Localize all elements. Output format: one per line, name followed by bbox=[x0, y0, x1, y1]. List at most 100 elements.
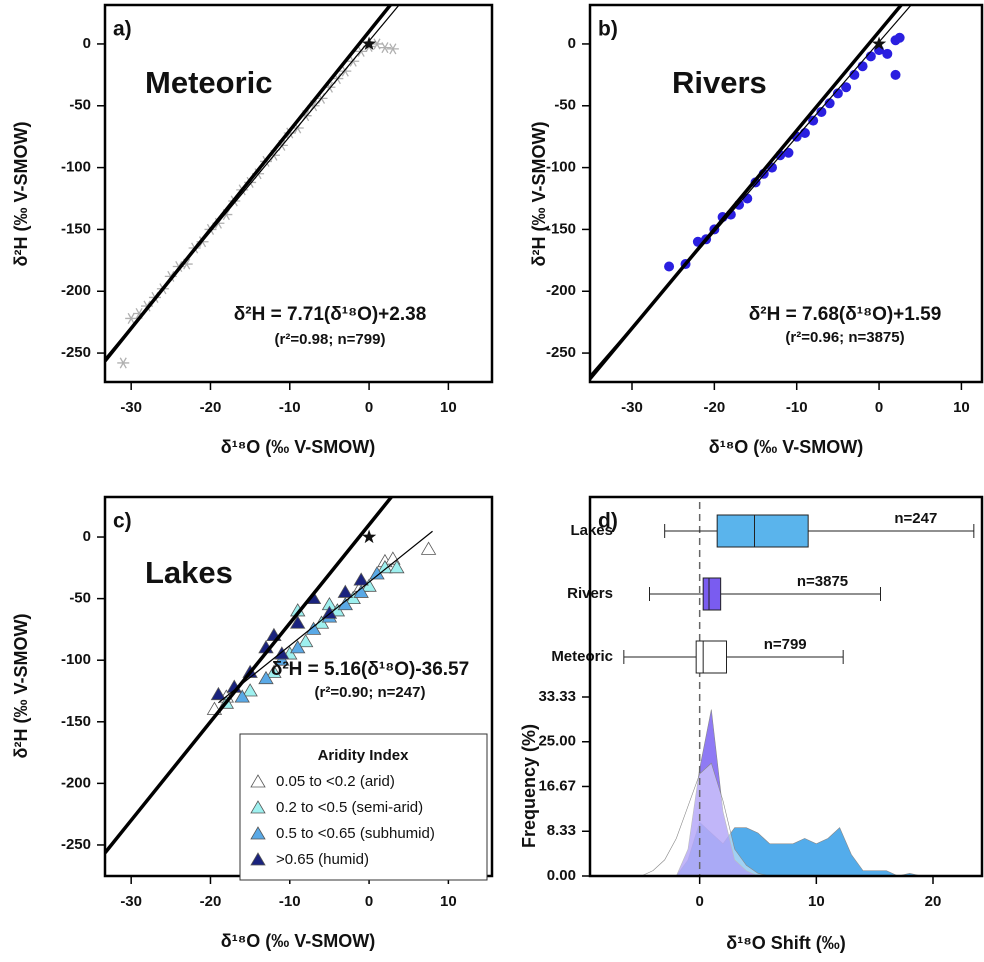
n-label: n=3875 bbox=[797, 573, 848, 590]
density-area bbox=[641, 762, 770, 877]
legend-swatch bbox=[250, 852, 266, 866]
y-tick-label: 8.33 bbox=[547, 822, 576, 839]
n-label: n=247 bbox=[894, 510, 937, 527]
point bbox=[849, 69, 860, 80]
plot-area bbox=[105, 497, 437, 854]
point bbox=[832, 88, 843, 99]
point bbox=[117, 357, 130, 369]
y-axis-label: δ²H (‰ V-SMOW) bbox=[11, 614, 31, 759]
x-tick-label: 0 bbox=[695, 893, 703, 910]
x-tick-label: 10 bbox=[953, 399, 970, 416]
legend-label: 0.05 to <0.2 (arid) bbox=[276, 773, 395, 790]
x-tick-label: -30 bbox=[120, 893, 142, 910]
equation: δ²H = 5.16(δ¹⁸O)-36.57 bbox=[271, 659, 469, 680]
x-tick-label: 0 bbox=[365, 893, 373, 910]
star-marker bbox=[871, 36, 887, 51]
y-axis-label: Frequency (%) bbox=[519, 724, 539, 848]
legend-label: 0.5 to <0.65 (subhumid) bbox=[276, 825, 435, 842]
box-label: Meteoric bbox=[551, 648, 613, 665]
y-tick-label: 33.33 bbox=[538, 688, 576, 705]
point bbox=[799, 127, 810, 138]
point bbox=[242, 683, 258, 697]
x-tick-label: 0 bbox=[365, 399, 373, 416]
point bbox=[808, 115, 819, 126]
point bbox=[258, 670, 274, 685]
point bbox=[234, 689, 250, 703]
y-tick-label: -150 bbox=[61, 220, 91, 237]
x-axis-label: δ¹⁸O (‰ V-SMOW) bbox=[221, 437, 375, 457]
box bbox=[716, 514, 809, 548]
y-tick-label: 0 bbox=[568, 35, 576, 52]
point bbox=[890, 69, 901, 80]
y-tick-label: -150 bbox=[546, 220, 576, 237]
legend-swatch bbox=[250, 826, 266, 840]
point bbox=[297, 633, 314, 648]
point bbox=[378, 42, 391, 54]
point bbox=[894, 32, 905, 43]
fit-line bbox=[218, 530, 433, 704]
reference-line bbox=[105, 497, 394, 854]
x-tick-label: 10 bbox=[440, 399, 457, 416]
stats: (r²=0.98; n=799) bbox=[275, 331, 386, 348]
y-tick-label: -200 bbox=[61, 774, 91, 791]
y-tick-label: -100 bbox=[61, 651, 91, 668]
y-tick-label: -50 bbox=[69, 590, 91, 607]
x-tick-label: -10 bbox=[279, 399, 301, 416]
point bbox=[353, 572, 369, 586]
y-tick-label: -100 bbox=[546, 159, 576, 176]
panel-label: d) bbox=[598, 510, 618, 533]
x-tick-label: -20 bbox=[704, 399, 726, 416]
panel-label: b) bbox=[598, 18, 618, 41]
y-tick-label: -100 bbox=[61, 159, 91, 176]
fit-line bbox=[105, 5, 400, 359]
fit-line bbox=[590, 5, 912, 376]
x-axis-label: δ¹⁸O (‰ V-SMOW) bbox=[221, 931, 375, 951]
y-tick-label: -200 bbox=[546, 282, 576, 299]
legend-label: >0.65 (humid) bbox=[276, 851, 369, 868]
point bbox=[321, 605, 338, 619]
equation: δ²H = 7.68(δ¹⁸O)+1.59 bbox=[749, 304, 942, 325]
star-marker bbox=[361, 36, 377, 51]
y-tick-label: -250 bbox=[546, 344, 576, 361]
x-tick-label: -10 bbox=[786, 399, 808, 416]
y-tick-label: 0 bbox=[83, 528, 91, 545]
panel-label: a) bbox=[113, 18, 132, 41]
x-tick-label: 10 bbox=[440, 893, 457, 910]
plot-area bbox=[105, 5, 400, 369]
y-tick-label: -250 bbox=[61, 836, 91, 853]
y-tick-label: -250 bbox=[61, 344, 91, 361]
legend-title: Aridity Index bbox=[318, 747, 410, 764]
plot-frame bbox=[588, 3, 984, 384]
point bbox=[783, 147, 794, 158]
y-tick-label: -50 bbox=[69, 97, 91, 114]
x-axis-label: δ¹⁸O Shift (‰) bbox=[726, 933, 845, 953]
plot-area bbox=[590, 5, 912, 380]
y-tick-label: 0.00 bbox=[547, 867, 576, 884]
box bbox=[695, 640, 728, 674]
panel-title: Meteoric bbox=[145, 65, 272, 100]
x-tick-label: -20 bbox=[200, 893, 222, 910]
y-tick-label: -200 bbox=[61, 282, 91, 299]
point bbox=[290, 615, 306, 629]
plot-frame bbox=[588, 495, 984, 878]
point bbox=[882, 48, 893, 59]
x-axis-label: δ¹⁸O (‰ V-SMOW) bbox=[709, 437, 863, 457]
box-label: Lakes bbox=[570, 522, 613, 539]
point bbox=[290, 640, 306, 654]
stats: (r²=0.90; n=247) bbox=[315, 684, 426, 701]
equation: δ²H = 7.71(δ¹⁸O)+2.38 bbox=[234, 304, 427, 325]
n-label: n=799 bbox=[764, 636, 807, 653]
x-tick-label: 0 bbox=[875, 399, 883, 416]
x-tick-label: -20 bbox=[200, 399, 222, 416]
y-tick-label: -50 bbox=[554, 97, 576, 114]
point bbox=[420, 541, 437, 555]
y-axis-label: δ²H (‰ V-SMOW) bbox=[529, 122, 549, 267]
point bbox=[266, 664, 282, 678]
x-tick-label: 20 bbox=[925, 893, 942, 910]
point bbox=[274, 646, 290, 660]
plot-frame bbox=[103, 3, 494, 384]
point bbox=[664, 261, 675, 272]
density-area bbox=[675, 709, 759, 877]
y-tick-label: 0 bbox=[83, 35, 91, 52]
